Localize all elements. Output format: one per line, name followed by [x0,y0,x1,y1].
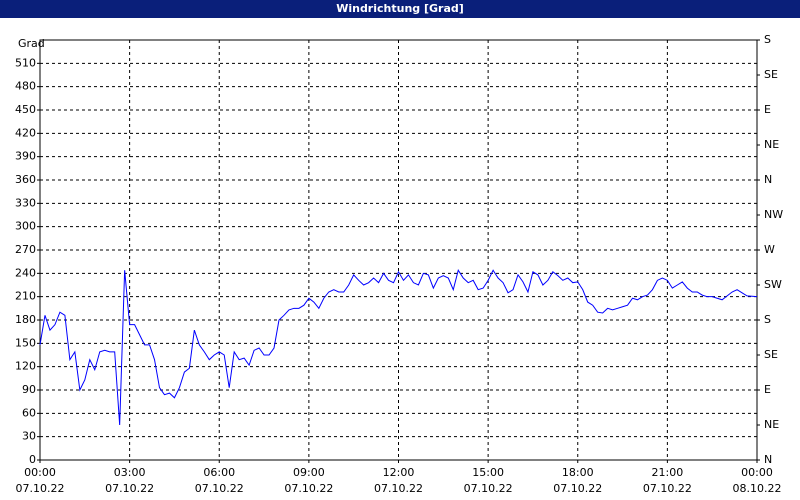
y-tick-label: 330 [15,196,36,209]
y-axis-label: Grad [18,37,45,50]
y-tick-label: 90 [22,383,36,396]
y2-tick-label: NE [764,138,779,151]
x-tick-date: 07.10.22 [284,482,333,495]
y-tick-label: 480 [15,80,36,93]
x-tick-date: 07.10.22 [195,482,244,495]
y-tick-label: 210 [15,290,36,303]
y2-tick-label: E [764,103,771,116]
y2-tick-label: SW [764,278,782,291]
y-tick-label: 150 [15,336,36,349]
x-tick-label: 18:00 [562,466,594,479]
y2-tick-label: N [764,173,772,186]
y-tick-label: 420 [15,126,36,139]
x-tick-label: 00:00 [741,466,773,479]
y-tick-label: 360 [15,173,36,186]
x-tick-label: 12:00 [383,466,415,479]
x-tick-label: 03:00 [114,466,146,479]
y2-tick-label: SE [764,68,778,81]
y2-tick-label: NE [764,418,779,431]
y2-tick-label: SE [764,348,778,361]
y-tick-label: 450 [15,103,36,116]
y-tick-label: 30 [22,430,36,443]
title-bar: Windrichtung [Grad] [0,0,800,18]
x-tick-date: 07.10.22 [643,482,692,495]
y2-tick-label: S [764,33,771,46]
x-tick-date: 07.10.22 [374,482,423,495]
x-tick-label: 06:00 [203,466,235,479]
y-tick-label: 270 [15,243,36,256]
y-tick-label: 390 [15,150,36,163]
x-tick-label: 09:00 [293,466,325,479]
y-tick-label: 240 [15,266,36,279]
x-tick-label: 00:00 [24,466,56,479]
y2-tick-label: W [764,243,775,256]
x-tick-date: 07.10.22 [105,482,154,495]
y-tick-label: 60 [22,406,36,419]
x-tick-label: 21:00 [652,466,684,479]
x-tick-label: 15:00 [472,466,504,479]
y-tick-label: 300 [15,220,36,233]
x-tick-date: 07.10.22 [553,482,602,495]
y2-tick-label: E [764,383,771,396]
x-tick-date: 08.10.22 [733,482,782,495]
y-tick-label: 510 [15,56,36,69]
y-tick-label: 180 [15,313,36,326]
y2-tick-label: S [764,313,771,326]
plot-border [39,39,758,461]
y-tick-label: 120 [15,360,36,373]
y-tick-label: 0 [29,453,36,466]
data-line [39,268,758,426]
y2-tick-label: N [764,453,772,466]
y2-tick-label: NW [764,208,783,221]
x-tick-date: 07.10.22 [16,482,65,495]
x-tick-date: 07.10.22 [464,482,513,495]
